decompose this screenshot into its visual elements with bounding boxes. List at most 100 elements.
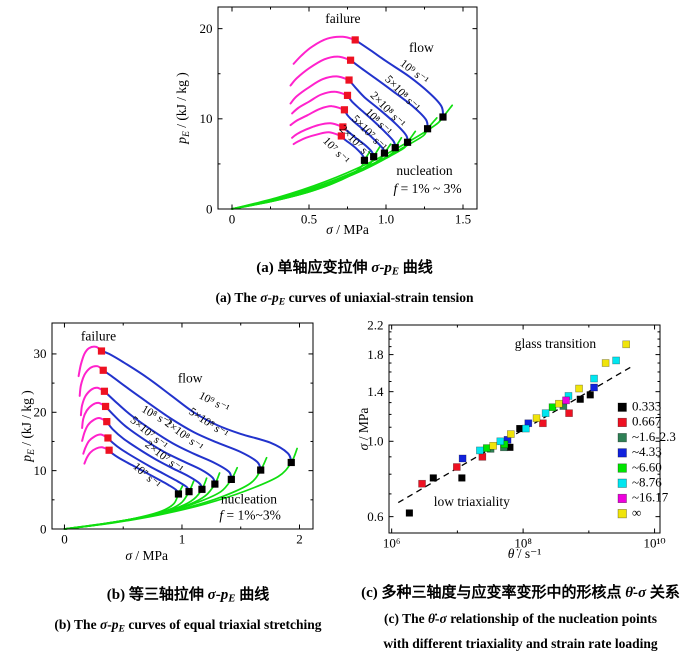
nucleation-point-marker (287, 458, 295, 467)
data-point-∞ (601, 359, 610, 367)
y-tick-label: 1.0 (367, 434, 383, 449)
label-flow: flow (409, 40, 434, 55)
curve-blu-9 (348, 79, 409, 144)
caption-c-en2: with different triaxiality and strain ra… (352, 631, 689, 655)
caption-segment: relationship of the nucleation points (446, 611, 657, 626)
legend-label: ~16.17 (632, 490, 669, 505)
nucleation-point-marker (423, 125, 432, 133)
y-axis-label: σ / MPa (356, 408, 371, 451)
nucleation-point-marker (257, 466, 265, 474)
panel-c-chart: 10⁶ 10⁸ 10¹⁰ 0.6 1.0 1.4 1.8 2.2 θ̇ / s⁻¹ σ / MPa… (356, 317, 676, 561)
curve-blu-7 (354, 38, 444, 118)
y-axis-label: pE / (kJ / kg ) (174, 72, 192, 145)
data-point-~8.76 (496, 437, 505, 446)
legend-swatch (617, 478, 627, 488)
caption-segment: 曲线 (235, 587, 270, 603)
data-point-0.667 (565, 409, 573, 417)
caption-segment: (c) The (384, 611, 429, 626)
legend-swatch (617, 402, 627, 412)
curve-mag-14 (77, 345, 103, 378)
x-tick-label: 1.5 (455, 212, 471, 227)
y-axis-label: pE / (kJ / kg ) (19, 390, 37, 463)
legend-entry: ~1.6-2.3 (617, 429, 676, 444)
label-annotation: f = 1%~3% (219, 508, 280, 523)
nucleation-point-marker (174, 490, 183, 498)
caption-segment: E (278, 296, 286, 308)
caption-segment: σ (207, 587, 216, 603)
x-axis-label: σ / MPa (326, 222, 369, 237)
legend-swatch (617, 463, 627, 473)
legend-label: ~1.6-2.3 (632, 429, 676, 444)
legend-entry: ~16.17 (617, 490, 669, 505)
curve-mag-18 (289, 105, 346, 127)
data-point-0.667 (478, 453, 487, 461)
caption-segment: curves of equal triaxial stretching (124, 616, 322, 632)
data-point-~8.76 (590, 374, 598, 383)
x-tick-label: 1 (179, 532, 186, 547)
x-tick-label: 1.0 (378, 212, 394, 227)
caption-segment: σ (439, 611, 447, 626)
y-tick-label: 0 (206, 201, 213, 216)
label-nucleation: nucleation (221, 491, 277, 506)
caption-segment: - (215, 587, 221, 603)
data-point-∞ (507, 430, 515, 438)
legend-swatch (617, 509, 627, 519)
caption-segment: p (272, 289, 279, 305)
x-axis-label: σ / MPa (125, 548, 168, 563)
nucleation-point-marker (185, 488, 193, 496)
legend-label: ~8.76 (632, 475, 662, 490)
caption-segment: E (391, 265, 400, 278)
data-point-~8.76 (612, 356, 620, 365)
caption-segment: p (111, 616, 119, 632)
label-annotation: f = 1% ~ 3% (393, 181, 461, 196)
scatter-points (405, 340, 630, 517)
caption-segment: (a) 单轴应变拉伸 (256, 260, 372, 276)
data-point-~4.33 (590, 383, 598, 392)
y-tick-label: 10 (34, 463, 47, 478)
y-tick-label: 20 (200, 21, 213, 36)
nucleation-point-marker (360, 156, 369, 164)
caption-a-en: (a) The σ-pE curves of uniaxial-strain t… (0, 285, 689, 314)
y-tick-label: 20 (34, 405, 47, 420)
legend-entry: ~4.33 (617, 444, 662, 459)
data-point-~16.17 (562, 396, 570, 405)
caption-b: (b) 等三轴拉伸 σ-pE 曲线 (b) The σ-pE curves of… (0, 583, 376, 641)
caption-segment: E (228, 592, 236, 605)
nucleation-point-marker (380, 149, 389, 157)
curve-mag-15 (289, 55, 352, 87)
caption-segment: p (384, 260, 392, 276)
data-point-~4.33 (458, 454, 467, 463)
legend-label: 0.333 (632, 399, 661, 414)
curve-mag-19 (291, 122, 344, 139)
caption-segment: θ̇ (625, 585, 634, 601)
curve-blu-8 (349, 59, 429, 130)
curve-blu-9 (103, 390, 233, 481)
curve-blu-11 (343, 108, 386, 155)
x-tick-label: 0 (61, 532, 68, 547)
axes (217, 6, 478, 210)
failure-point-marker (339, 123, 347, 131)
caption-segment: curves of uniaxial-strain tension (285, 289, 474, 305)
caption-segment: - (379, 260, 385, 276)
axis-box (51, 322, 314, 530)
axis-box (388, 324, 661, 534)
failure-point-marker (101, 402, 110, 411)
caption-segment: θ̇ (428, 611, 436, 626)
curve-mag-16 (289, 75, 350, 105)
curve-mag-14 (292, 35, 357, 65)
data-point-0.333 (516, 425, 524, 433)
failure-point-marker (340, 106, 349, 114)
x-tick-label: 10⁶ (383, 536, 401, 551)
failure-point-marker (105, 446, 113, 454)
caption-segment: (a) The (215, 289, 261, 305)
legend-label: ~6.60 (632, 459, 662, 474)
label-failure: failure (81, 329, 116, 344)
legend-entry: ~8.76 (617, 475, 662, 490)
caption-segment: - (633, 585, 639, 601)
curve-blu-7 (100, 350, 293, 464)
data-point-0.667 (539, 419, 547, 428)
failure-point-marker (351, 36, 359, 44)
label-flow: flow (178, 371, 203, 386)
